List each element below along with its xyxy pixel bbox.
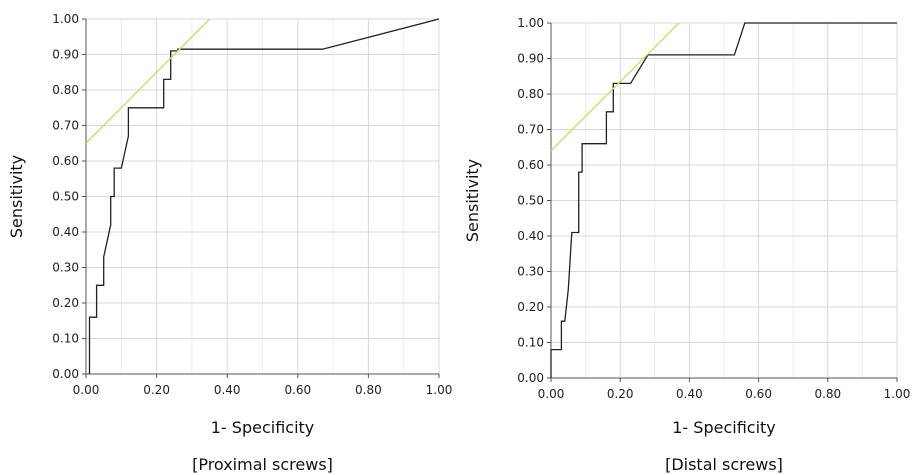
distal-x-tick-label: 0.80: [814, 387, 841, 401]
distal-y-tick-label: 0.40: [517, 229, 544, 243]
distal-x-axis-label: 1- Specificity: [672, 418, 776, 437]
proximal-x-tick-label: 0.40: [214, 383, 241, 397]
distal-grid: [550, 22, 898, 379]
distal-x-tick-label: 1.00: [884, 387, 911, 401]
proximal-y-tick-label: 0.30: [52, 261, 79, 275]
distal-roc-chart: 0.00 0.20 0.40 0.60 0.80 1.00 0.00 0.10 0.20 0.30…: [463, 16, 910, 474]
distal-y-tick-label: 0.20: [517, 300, 544, 314]
proximal-y-tick-label: 0.20: [52, 296, 79, 310]
distal-y-tick-label: 0.10: [517, 336, 544, 350]
proximal-x-tick-label: 0.20: [143, 383, 170, 397]
distal-caption: [Distal screws]: [665, 455, 783, 474]
distal-x-tick-label: 0.40: [676, 387, 703, 401]
proximal-grid: [85, 18, 440, 375]
proximal-y-tick-label: 0.60: [52, 154, 79, 168]
proximal-y-tick-label: 0.10: [52, 332, 79, 346]
proximal-x-tick-label: 0.00: [73, 383, 100, 397]
proximal-x-tick-label: 0.60: [284, 383, 311, 397]
distal-y-tick-label: 0.90: [517, 52, 544, 66]
proximal-y-tick-label: 0.90: [52, 48, 79, 62]
proximal-y-axis-label: Sensitivity: [7, 155, 26, 238]
distal-y-tick-label: 0.30: [517, 265, 544, 279]
distal-reference-line: [550, 22, 680, 152]
proximal-y-tick-label: 0.40: [52, 225, 79, 239]
proximal-caption: [Proximal screws]: [192, 455, 333, 474]
distal-roc-curve: [550, 22, 897, 378]
proximal-x-tick-label: 1.00: [426, 383, 453, 397]
distal-y-tick-label: 0.60: [517, 158, 544, 172]
distal-x-tick-label: 0.00: [538, 387, 565, 401]
proximal-y-tick-label: 0.80: [52, 83, 79, 97]
distal-y-tick-label: 0.70: [517, 123, 544, 137]
proximal-roc-curve: [88, 18, 440, 374]
distal-y-tick-label: 0.00: [517, 371, 544, 385]
distal-x-tick-label: 0.20: [607, 387, 634, 401]
proximal-reference-line: [85, 18, 211, 144]
proximal-x-axis-label: 1- Specificity: [211, 418, 315, 437]
distal-y-tick-label: 0.80: [517, 87, 544, 101]
proximal-roc-chart: 0.00 0.20 0.40 0.60 0.80 1.00 0.00 0.10 0.20 0.30…: [7, 12, 452, 474]
proximal-x-tick-label: 0.80: [355, 383, 382, 397]
distal-y-tick-label: 1.00: [517, 16, 544, 30]
proximal-y-tick-label: 0.50: [52, 190, 79, 204]
distal-y-axis-label: Sensitivity: [463, 159, 482, 242]
proximal-y-tick-label: 0.70: [52, 119, 79, 133]
proximal-y-tick-label: 0.00: [52, 367, 79, 381]
distal-x-tick-label: 0.60: [745, 387, 772, 401]
proximal-y-tick-label: 1.00: [52, 12, 79, 26]
distal-y-tick-label: 0.50: [517, 194, 544, 208]
